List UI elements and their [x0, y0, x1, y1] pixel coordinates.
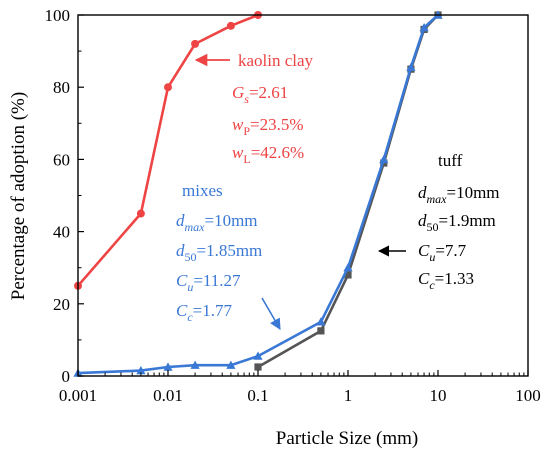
mixes-title: mixes	[182, 181, 223, 200]
kaolin-gs: Gs=2.61	[232, 83, 288, 106]
data-point-mixes-10	[419, 23, 429, 32]
data-point-mixes-8	[379, 154, 389, 164]
y-tick-label: 60	[53, 150, 70, 169]
tuff-title: tuff	[438, 151, 463, 170]
x-tick-label: 0.1	[247, 386, 268, 405]
x-tick-label: 10	[430, 386, 447, 405]
data-point-mixes-7	[343, 263, 353, 272]
tuff-annotation: tuff dmax=10mm d50=1.9mm Cu=7.7 Cc=1.33	[377, 151, 500, 292]
series-line-kaolin-clay	[77, 13, 259, 287]
x-tick-label: 1	[344, 386, 353, 405]
tuff-cc: Cc=1.33	[418, 269, 474, 292]
data-point-mixes-1	[136, 366, 146, 375]
tuff-cu: Cu=7.7	[418, 241, 467, 264]
plot-marks	[73, 10, 443, 377]
data-point-mixes-3	[190, 360, 200, 369]
data-point-tuff-0	[254, 363, 262, 371]
mixes-dmax: dmax=10mm	[176, 211, 258, 234]
data-point-kaolin-clay-4	[226, 21, 235, 30]
kaolin-annotation: kaolin clay Gs=2.61 wP=23.5% wL=42.6%	[194, 51, 314, 166]
kaolin-wp: wP=23.5%	[232, 115, 304, 138]
tuff-dmax: dmax=10mm	[418, 183, 500, 206]
data-point-mixes-6	[316, 317, 326, 326]
kaolin-wl: wL=42.6%	[232, 143, 304, 166]
data-point-kaolin-clay-3	[191, 39, 200, 48]
mixes-cu: Cu=11.27	[176, 271, 241, 294]
x-axis-title: Particle Size (mm)	[276, 428, 418, 449]
axes: 0.001 0.01 0.1 1 10 100 0 20 40 60 80 100	[45, 6, 541, 405]
mixes-cc: Cc=1.77	[176, 301, 233, 324]
y-tick-label: 40	[53, 223, 70, 242]
x-tick-label: 100	[515, 386, 541, 405]
y-axis-title: Percentage of adoption (%)	[8, 92, 29, 300]
data-point-tuff-1	[317, 327, 325, 335]
x-tick-label: 0.001	[59, 386, 97, 405]
mixes-arrow	[261, 297, 281, 330]
series-line-mixes	[77, 14, 439, 375]
kaolin-title: kaolin clay	[238, 51, 314, 70]
mixes-d50: d50=1.85mm	[176, 241, 262, 264]
tuff-d50: d50=1.9mm	[418, 211, 496, 234]
data-point-mixes-4	[226, 360, 236, 369]
data-point-tuff-2	[344, 271, 352, 279]
data-point-kaolin-clay-1	[136, 209, 145, 218]
data-point-mixes-9	[406, 62, 416, 71]
y-tick-label: 80	[53, 78, 70, 97]
data-point-kaolin-clay-2	[164, 83, 172, 92]
y-tick-label: 20	[53, 295, 70, 314]
data-point-mixes-5	[253, 351, 263, 360]
y-tick-label: 100	[45, 6, 71, 25]
data-point-mixes-2	[163, 362, 173, 371]
y-tick-label: 0	[62, 367, 71, 386]
x-tick-label: 0.01	[153, 386, 183, 405]
mixes-annotation: mixes dmax=10mm d50=1.85mm Cu=11.27 Cc=1…	[176, 181, 281, 330]
